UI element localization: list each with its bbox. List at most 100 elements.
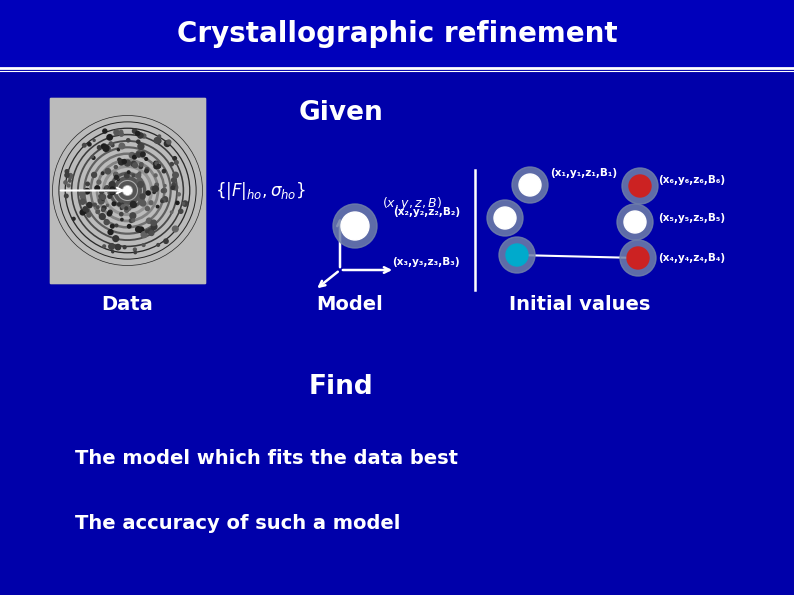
Circle shape: [94, 203, 96, 206]
Circle shape: [97, 180, 101, 184]
Circle shape: [145, 169, 148, 173]
Circle shape: [172, 226, 178, 232]
Circle shape: [114, 176, 118, 179]
Circle shape: [118, 159, 124, 165]
Circle shape: [171, 211, 173, 214]
Circle shape: [146, 191, 150, 195]
Circle shape: [179, 209, 183, 214]
Circle shape: [91, 173, 97, 177]
Circle shape: [105, 146, 110, 152]
Circle shape: [83, 143, 86, 147]
Circle shape: [84, 209, 89, 214]
Circle shape: [102, 198, 104, 200]
Ellipse shape: [494, 207, 516, 229]
Circle shape: [141, 231, 147, 237]
Circle shape: [142, 152, 145, 154]
Circle shape: [170, 162, 173, 166]
Circle shape: [122, 159, 126, 164]
Circle shape: [157, 164, 160, 168]
Circle shape: [183, 202, 184, 205]
Circle shape: [163, 197, 168, 201]
Circle shape: [175, 201, 179, 205]
Circle shape: [119, 130, 123, 134]
Circle shape: [154, 161, 158, 166]
Circle shape: [116, 176, 119, 179]
Circle shape: [153, 191, 156, 193]
Circle shape: [111, 187, 114, 190]
Circle shape: [123, 246, 126, 249]
Ellipse shape: [341, 212, 369, 240]
Bar: [50, 98, 205, 283]
Circle shape: [156, 205, 159, 208]
Circle shape: [142, 134, 146, 138]
Circle shape: [65, 170, 69, 173]
Circle shape: [97, 210, 99, 213]
Circle shape: [102, 172, 104, 174]
Circle shape: [120, 212, 123, 216]
Circle shape: [107, 134, 113, 140]
Bar: [0, 0, 794, 68]
Circle shape: [137, 178, 142, 183]
Circle shape: [133, 174, 135, 177]
Circle shape: [146, 218, 152, 223]
Circle shape: [117, 178, 119, 180]
Text: (x₄,y₄,z₄,B₄): (x₄,y₄,z₄,B₄): [658, 253, 725, 263]
Circle shape: [115, 245, 121, 250]
Circle shape: [67, 184, 70, 187]
Circle shape: [80, 210, 85, 215]
Circle shape: [175, 161, 178, 164]
Circle shape: [127, 171, 130, 173]
Circle shape: [104, 187, 109, 192]
Text: Data: Data: [102, 296, 153, 315]
Circle shape: [139, 165, 143, 168]
Circle shape: [142, 244, 145, 246]
Circle shape: [114, 165, 118, 168]
Circle shape: [110, 173, 145, 208]
Text: Crystallographic refinement: Crystallographic refinement: [177, 20, 617, 48]
Circle shape: [137, 173, 141, 177]
Circle shape: [108, 191, 111, 194]
Text: (x₁,y₁,z₁,B₁): (x₁,y₁,z₁,B₁): [550, 168, 617, 178]
Circle shape: [138, 227, 144, 233]
Circle shape: [102, 206, 106, 210]
Circle shape: [138, 133, 143, 138]
Text: Find: Find: [309, 374, 374, 400]
Text: The accuracy of such a model: The accuracy of such a model: [75, 514, 400, 533]
Circle shape: [155, 162, 159, 165]
Circle shape: [183, 201, 187, 206]
Circle shape: [110, 190, 114, 195]
Circle shape: [107, 212, 111, 216]
Circle shape: [119, 143, 125, 149]
Ellipse shape: [519, 174, 541, 196]
Circle shape: [146, 208, 149, 211]
Circle shape: [114, 172, 118, 177]
Circle shape: [93, 173, 96, 176]
Circle shape: [81, 201, 84, 204]
Circle shape: [110, 187, 114, 191]
Circle shape: [154, 164, 159, 168]
Circle shape: [145, 206, 149, 211]
Text: (x₂,y₂,z₂,B₂): (x₂,y₂,z₂,B₂): [393, 207, 460, 217]
Circle shape: [154, 174, 157, 177]
Circle shape: [96, 211, 98, 214]
Circle shape: [152, 224, 157, 230]
Circle shape: [137, 151, 142, 156]
Circle shape: [171, 186, 175, 190]
Circle shape: [98, 146, 101, 149]
Text: (x₆,y₆,z₆,B₆): (x₆,y₆,z₆,B₆): [658, 175, 725, 185]
Circle shape: [130, 213, 136, 218]
Circle shape: [110, 142, 113, 145]
Circle shape: [98, 198, 104, 204]
Text: Given: Given: [299, 100, 384, 126]
Circle shape: [104, 220, 109, 224]
Circle shape: [137, 140, 140, 143]
Circle shape: [115, 224, 118, 227]
Circle shape: [154, 137, 160, 143]
Circle shape: [149, 201, 153, 205]
Circle shape: [102, 145, 105, 148]
Circle shape: [120, 133, 123, 136]
Circle shape: [155, 183, 158, 187]
Circle shape: [162, 170, 166, 173]
Circle shape: [64, 181, 67, 184]
Circle shape: [164, 184, 166, 187]
